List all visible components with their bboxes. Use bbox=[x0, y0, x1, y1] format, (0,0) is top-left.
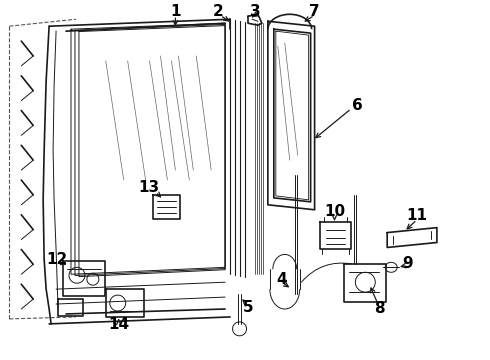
Text: 1: 1 bbox=[170, 4, 181, 19]
Text: 10: 10 bbox=[324, 204, 345, 219]
Text: 4: 4 bbox=[276, 272, 287, 287]
Text: 14: 14 bbox=[108, 318, 129, 332]
Text: 11: 11 bbox=[407, 208, 427, 223]
Text: 3: 3 bbox=[249, 4, 260, 19]
Text: 9: 9 bbox=[402, 256, 413, 271]
Text: 5: 5 bbox=[243, 300, 253, 315]
Text: 7: 7 bbox=[309, 4, 320, 19]
Text: 8: 8 bbox=[374, 301, 385, 316]
Text: 13: 13 bbox=[138, 180, 159, 195]
Text: 2: 2 bbox=[213, 4, 223, 19]
Text: 12: 12 bbox=[47, 252, 68, 267]
Text: 6: 6 bbox=[352, 98, 363, 113]
